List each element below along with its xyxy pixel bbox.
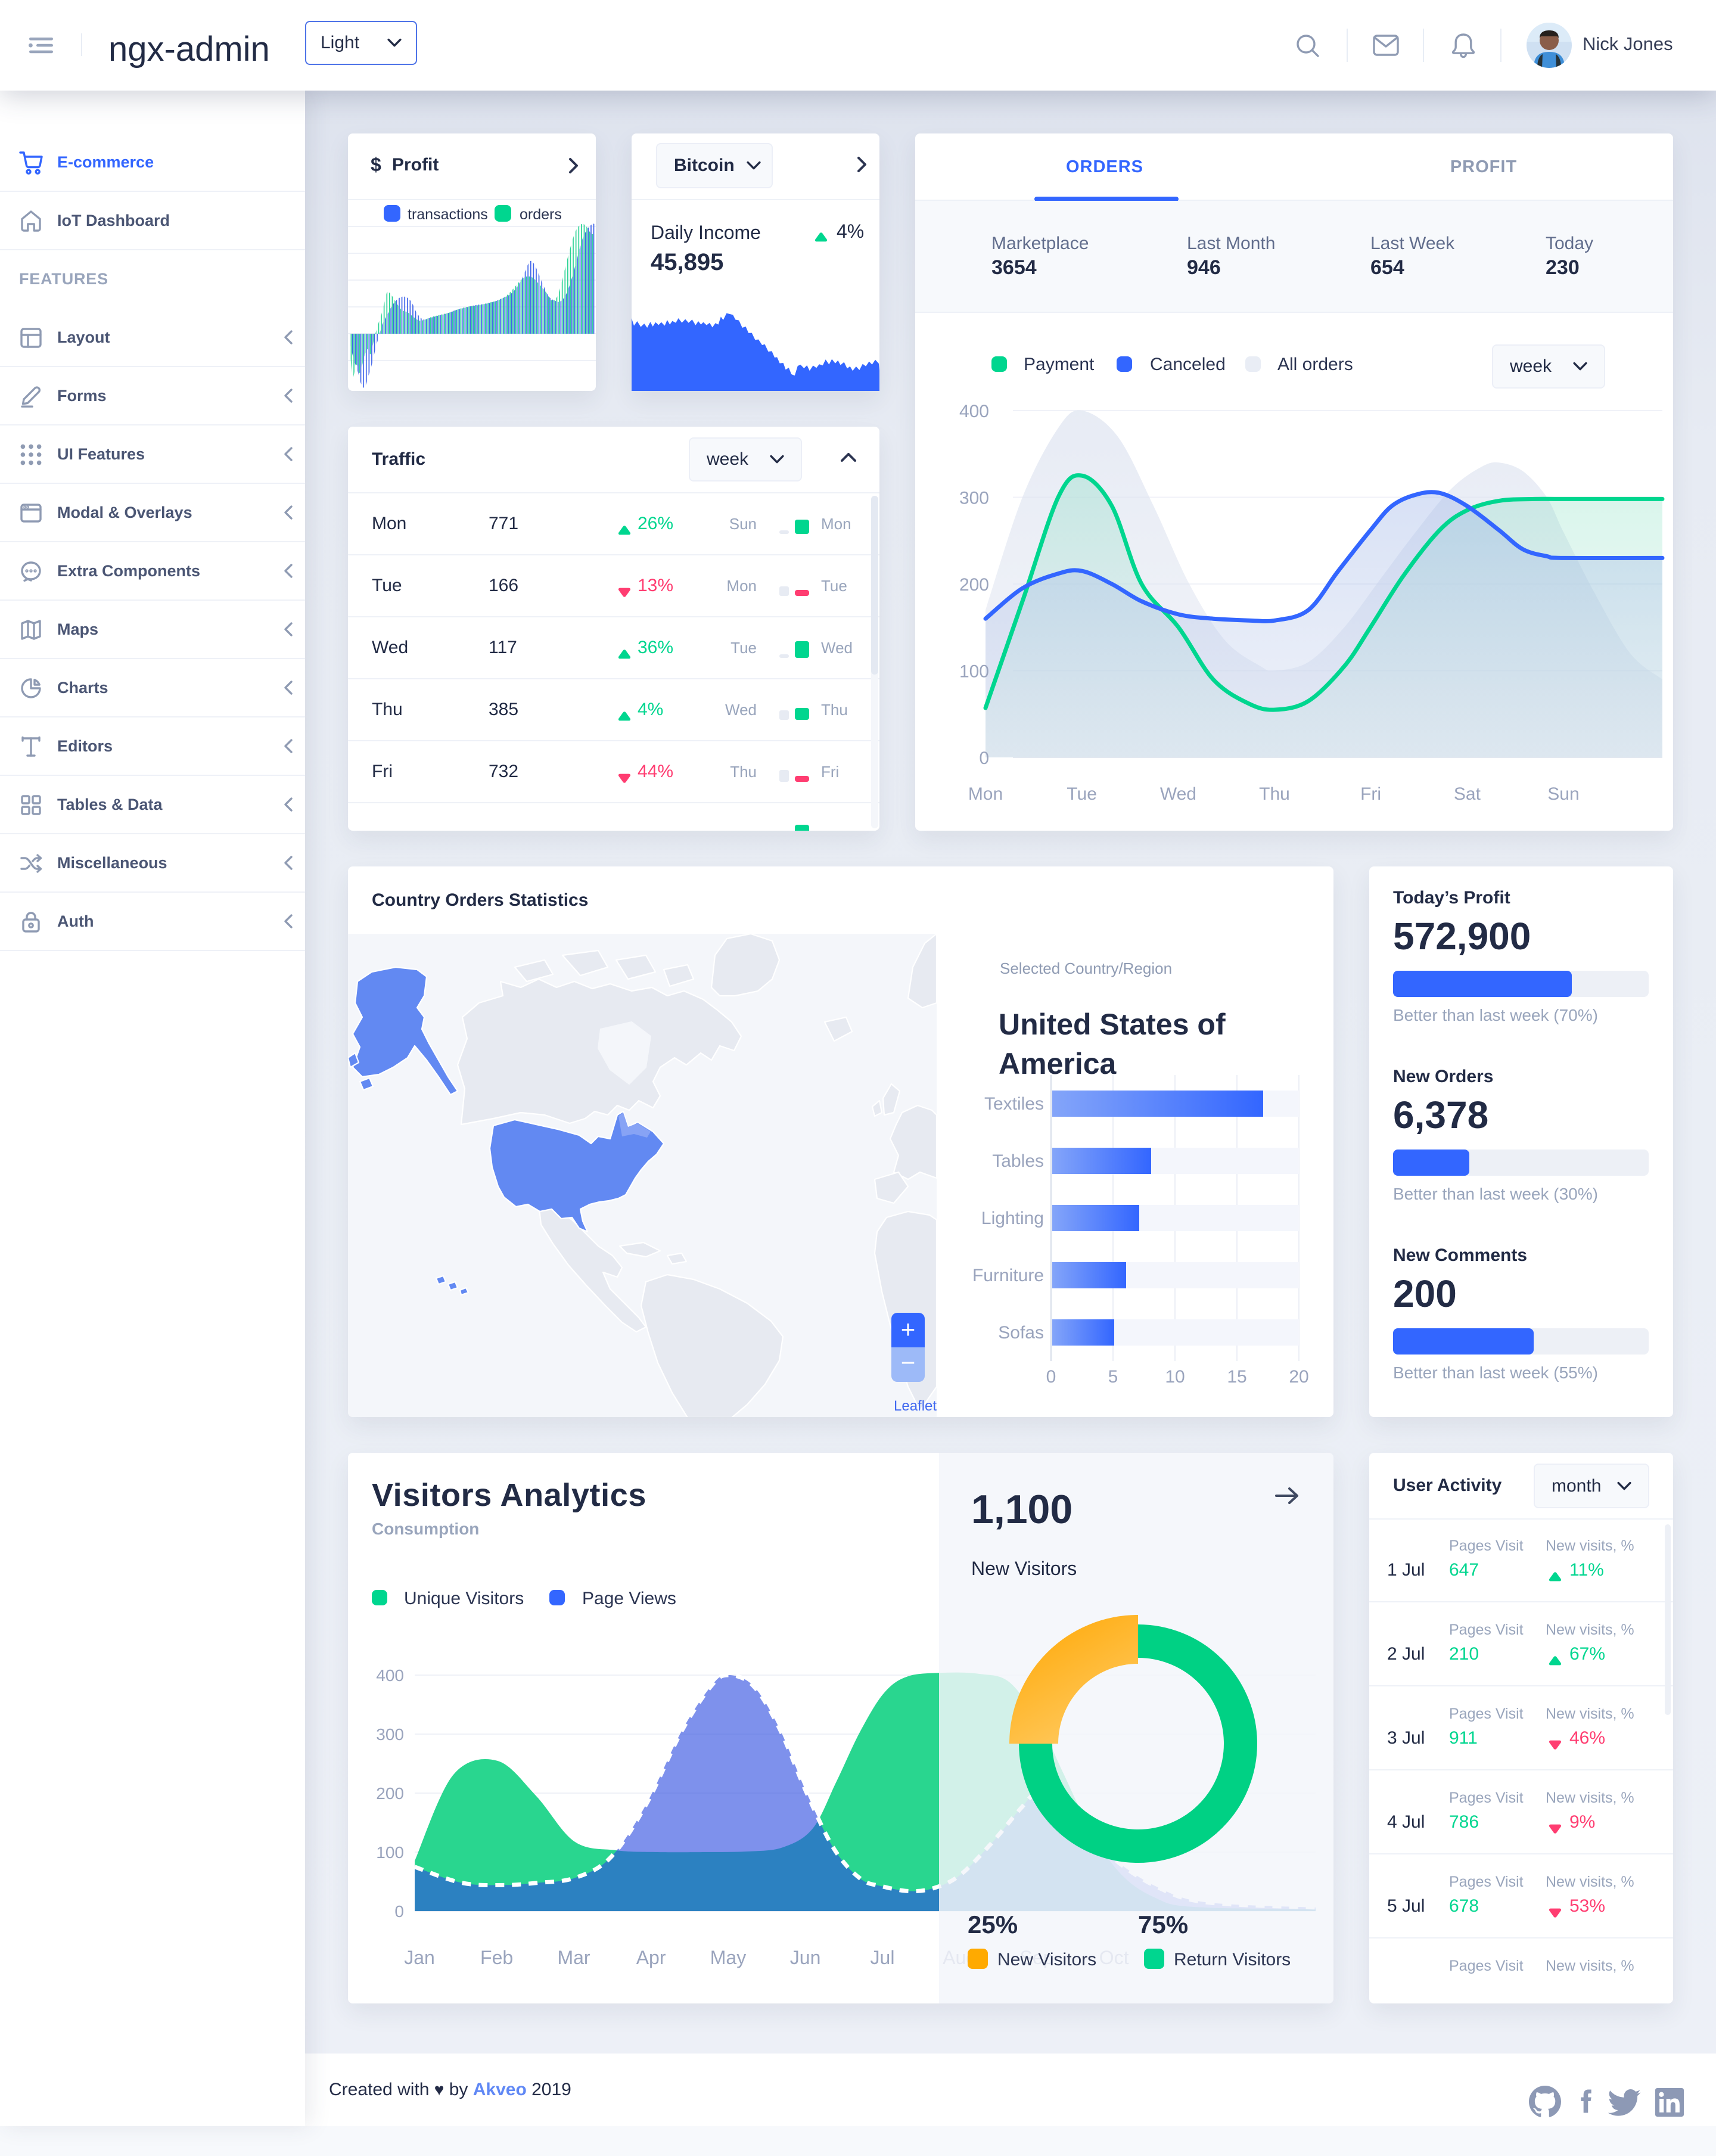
svg-text:Sun: Sun [1547,784,1579,804]
svg-text:Wed: Wed [1160,784,1196,804]
svg-text:Tables: Tables [992,1151,1044,1171]
svg-text:300: 300 [959,489,989,508]
svg-text:Jan: Jan [404,1947,435,1968]
svg-text:Jul: Jul [871,1947,895,1968]
svg-text:400: 400 [959,402,989,421]
svg-text:0: 0 [394,1902,404,1921]
svg-text:0: 0 [1046,1367,1056,1387]
svg-text:300: 300 [376,1725,404,1744]
svg-text:Sofas: Sofas [998,1323,1044,1343]
svg-text:Tue: Tue [1067,784,1097,804]
svg-text:Lighting: Lighting [981,1209,1044,1228]
svg-text:May: May [710,1947,746,1968]
svg-text:Apr: Apr [636,1947,666,1968]
svg-text:200: 200 [959,575,989,595]
svg-text:200: 200 [376,1784,404,1803]
svg-text:Sat: Sat [1454,784,1481,804]
svg-text:400: 400 [376,1666,404,1685]
svg-text:Textiles: Textiles [984,1094,1044,1114]
svg-text:Thu: Thu [1259,784,1290,804]
svg-text:5: 5 [1108,1367,1118,1387]
svg-text:Feb: Feb [480,1947,513,1968]
svg-text:20: 20 [1289,1367,1308,1387]
svg-text:0: 0 [979,748,989,768]
svg-text:Furniture: Furniture [972,1266,1044,1285]
svg-text:Mon: Mon [968,784,1003,804]
svg-text:100: 100 [376,1843,404,1862]
svg-text:15: 15 [1227,1367,1246,1387]
svg-text:Mar: Mar [557,1947,590,1968]
svg-text:Fri: Fri [1360,784,1381,804]
svg-text:100: 100 [959,662,989,682]
svg-text:Jun: Jun [790,1947,821,1968]
svg-text:10: 10 [1165,1367,1185,1387]
